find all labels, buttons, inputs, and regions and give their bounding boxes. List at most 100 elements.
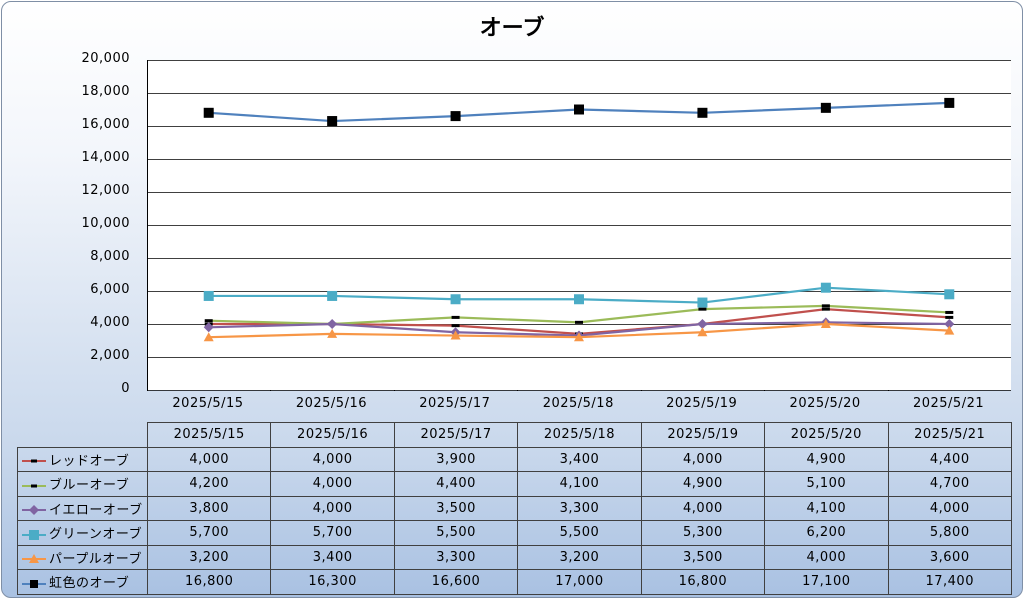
table-cell: 4,900 [764, 446, 889, 472]
data-point-1-5 [821, 304, 830, 308]
legend-label: レッドオーブ [49, 453, 130, 469]
table-cell: 4,400 [393, 471, 519, 497]
table-cell: 3,500 [640, 544, 766, 570]
table-cell: 5,300 [640, 520, 766, 546]
table-cell: 16,800 [640, 569, 766, 595]
chart-title: オーブ [479, 16, 545, 41]
table-cell: 3,600 [887, 544, 1012, 570]
table-header-cell: 2025/5/16 [270, 422, 395, 448]
legend-key-icon [22, 484, 46, 488]
x-tick-label: 2025/5/17 [419, 396, 491, 411]
x-tick-label: 2025/5/20 [789, 396, 861, 411]
table-cell: 4,000 [146, 446, 272, 472]
data-point-4-5 [820, 319, 831, 328]
data-point-3-0 [203, 290, 214, 301]
table-corner [18, 423, 148, 448]
data-point-1-6 [945, 310, 954, 314]
legend-label: 虹色のオーブ [49, 576, 130, 592]
data-point-3-2 [450, 294, 461, 305]
table-cell: 4,000 [640, 446, 766, 472]
x-tick-label: 2025/5/16 [295, 396, 367, 411]
table-cell: 4,000 [270, 495, 395, 521]
data-point-2-1 [327, 319, 338, 329]
table-cell: 3,500 [393, 495, 519, 521]
table-cell: 4,000 [270, 471, 395, 497]
plot-area [147, 60, 1011, 391]
table-cell: 6,200 [764, 520, 889, 546]
y-tick-label: 2,000 [90, 348, 130, 363]
data-point-1-4 [698, 307, 707, 311]
y-tick-label: 20,000 [81, 51, 130, 66]
table-cell: 5,700 [270, 520, 395, 546]
data-point-4-6 [944, 325, 955, 335]
table-cell: 3,200 [517, 544, 642, 570]
y-tick-label: 6,000 [90, 282, 130, 297]
y-tick-label: 12,000 [81, 183, 130, 198]
y-tick-label: 16,000 [81, 117, 130, 132]
data-point-5-6 [944, 97, 955, 108]
legend-key-icon [22, 579, 46, 588]
data-point-2-4 [697, 319, 708, 329]
data-point-4-2 [450, 330, 461, 340]
table-cell: 3,400 [270, 544, 395, 570]
table-cell: 3,400 [517, 446, 642, 472]
table-row: レッドオーブ 4,000 4,000 3,900 3,400 4,000 4,900 4,40… [17, 446, 1012, 472]
legend-key-icon [22, 529, 46, 540]
data-point-0-2 [451, 324, 460, 328]
table-cell: 4,000 [764, 544, 889, 570]
table-cell: 4,000 [887, 495, 1012, 521]
table-cell: 16,800 [146, 569, 272, 595]
table-header-cell: 2025/5/15 [146, 422, 272, 448]
data-point-1-2 [451, 315, 460, 319]
table-header-cell: 2025/5/20 [764, 422, 889, 448]
data-point-4-3 [574, 332, 584, 342]
table-cell: 4,900 [640, 471, 766, 497]
data-point-2-0 [203, 322, 214, 333]
table-cell: 5,500 [393, 520, 519, 546]
data-point-5-3 [574, 104, 584, 115]
x-tick-label: 2025/5/19 [666, 396, 738, 411]
legend-label: ブルーオーブ [49, 478, 130, 494]
table-header-cell: 2025/5/18 [517, 422, 642, 448]
y-tick-label: 8,000 [90, 249, 130, 264]
data-point-5-4 [697, 107, 708, 118]
table-cell: 3,200 [146, 544, 272, 570]
legend-label: グリーンオーブ [49, 527, 143, 543]
data-point-3-1 [327, 290, 338, 301]
legend-entry: 虹色のオーブ [17, 569, 148, 595]
legend-key-icon [22, 505, 46, 516]
table-cell: 4,200 [146, 471, 272, 497]
x-tick-label: 2025/5/15 [172, 396, 244, 411]
y-tick-label: 10,000 [81, 216, 130, 231]
data-point-5-2 [450, 111, 461, 122]
table-cell: 17,400 [887, 569, 1012, 595]
table-cell: 5,700 [146, 520, 272, 546]
table-cell: 4,000 [270, 446, 395, 472]
legend-key-icon [22, 554, 46, 564]
table-cell: 5,800 [887, 520, 1012, 546]
table-cell: 3,300 [517, 495, 642, 521]
data-point-0-6 [945, 315, 954, 319]
legend-key-icon [22, 459, 46, 463]
table-cell: 5,100 [764, 471, 889, 497]
data-point-4-4 [697, 327, 708, 337]
legend-entry: ブルーオーブ [17, 471, 148, 497]
data-table: 2025/5/15 2025/5/16 2025/5/17 2025/5/18 2025… [17, 422, 1012, 595]
data-point-3-3 [574, 294, 584, 305]
table-cell: 3,800 [146, 495, 272, 521]
table-cell: 4,400 [887, 446, 1012, 472]
table-header-cell: 2025/5/19 [640, 422, 766, 448]
x-tick-label: 2025/5/21 [912, 396, 985, 411]
table-cell: 3,900 [393, 446, 519, 472]
table-row: グリーンオーブ 5,700 5,700 5,500 5,500 5,300 6,200 5,8… [17, 520, 1012, 546]
legend-entry: グリーンオーブ [17, 520, 148, 546]
table-cell: 4,000 [640, 495, 766, 521]
x-tick-label: 2025/5/18 [542, 396, 614, 411]
table-header-cell: 2025/5/21 [887, 422, 1012, 448]
y-tick-label: 18,000 [81, 84, 130, 99]
data-point-2-6 [944, 319, 955, 329]
table-cell: 3,300 [393, 544, 519, 570]
table-cell: 16,300 [270, 569, 395, 595]
table-cell: 16,600 [393, 569, 519, 595]
